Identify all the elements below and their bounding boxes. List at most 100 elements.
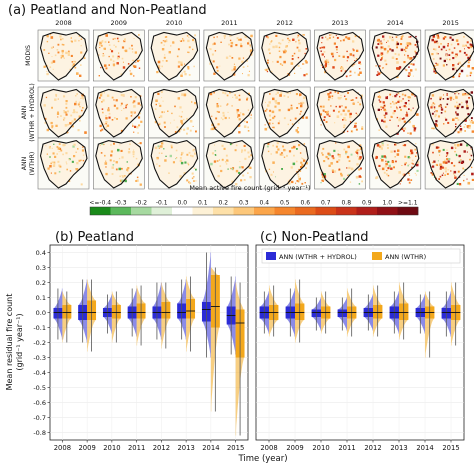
colorbar-tick-label: 1.0 [382, 200, 392, 207]
colorbar-segment [356, 207, 378, 215]
colorbar-segment [90, 207, 111, 215]
panel-b-x-ticks: 2008 2009 2010 2011 2012 2013 2014 2015 [54, 440, 244, 452]
panel-b-title: (b) Peatland [55, 230, 134, 245]
colorbar-segment [336, 207, 357, 215]
violin-wthr-hydrol-2014 [201, 252, 211, 358]
y-tick-label: 0.2 [36, 279, 46, 287]
svg-text:(grid⁻¹ year⁻¹): (grid⁻¹ year⁻¹) [15, 313, 24, 370]
panel-c-violins [259, 279, 461, 358]
map-ann-wthrhydrol-2010 [148, 86, 200, 139]
colorbar-segment [315, 207, 337, 215]
x-tick-label-2014: 2014 [202, 444, 219, 452]
svg-text:ANN: ANN [21, 105, 28, 119]
x-tick-label-2009: 2009 [78, 444, 95, 452]
panel-c-title: (c) Non-Peatland [260, 230, 369, 245]
violin-wthr-2010 [111, 291, 121, 343]
colorbar-segment [192, 207, 214, 215]
colorbar-tick-label: 0.1 [198, 200, 208, 207]
x-tick-label-2012: 2012 [153, 444, 170, 452]
violin-wthr-hydrol-2013 [389, 291, 399, 334]
x-tick-label-2012: 2012 [364, 444, 381, 452]
violin-wthr-2015 [235, 282, 245, 436]
panel-c-x-ticks: 2008 2009 2010 2011 2012 2013 2014 2015 [260, 440, 460, 452]
map-ann-wthr-2012 [258, 137, 311, 190]
colorbar-segment [295, 207, 316, 215]
colorbar-segment [131, 207, 152, 215]
svg-text:MODIS: MODIS [25, 45, 32, 66]
map-modis-2008 [37, 29, 90, 82]
x-tick-label-2009: 2009 [286, 444, 303, 452]
violin-wthr-2013 [399, 282, 409, 340]
violin-wthr-hydrol-2011 [127, 288, 137, 337]
map-ann-wthr-2009 [93, 137, 145, 190]
y-axis-label: Mean residual fire count (grid⁻¹ year⁻¹) [5, 294, 24, 391]
violin-wthr-2011 [347, 288, 357, 337]
year-label-2011: 2011 [221, 19, 238, 27]
y-tick-label: 0.4 [36, 249, 46, 257]
x-tick-label-2013: 2013 [177, 444, 194, 452]
panel-a-map-grid [37, 29, 474, 190]
y-tick-label: 0.3 [36, 264, 46, 272]
year-label-2009: 2009 [111, 19, 128, 27]
panel-c-gridlines [256, 245, 464, 440]
map-ann-wthrhydrol-2008 [37, 86, 90, 139]
x-tick-label-2013: 2013 [390, 444, 407, 452]
violin-wthr-hydrol-2012 [363, 294, 373, 331]
x-tick-label-2014: 2014 [416, 444, 433, 452]
panel-a-year-labels: 2008 2009 2010 2011 2012 2013 2014 2015 [55, 19, 459, 27]
violin-wthr-hydrol-2010 [102, 294, 112, 334]
y-tick-label: -0.1 [33, 324, 46, 332]
violin-wthr-hydrol-2015 [441, 291, 451, 337]
colorbar-segment [274, 207, 296, 215]
colorbar-tick-label: 0.6 [300, 200, 310, 207]
y-tick-label: 0.0 [36, 309, 46, 317]
row-label-0: MODIS [25, 45, 32, 66]
colorbar-tick-label: 0.7 [321, 200, 331, 207]
year-label-2010: 2010 [166, 19, 183, 27]
violin-wthr-2011 [136, 285, 146, 346]
violin-wthr-2010 [321, 291, 331, 334]
year-label-2012: 2012 [276, 19, 293, 27]
map-modis-2009 [93, 29, 145, 82]
panel-b-gridlines [50, 245, 248, 440]
y-tick-label: -0.8 [33, 429, 46, 437]
map-ann-wthrhydrol-2013 [314, 86, 366, 139]
map-ann-wthrhydrol-2014 [369, 86, 422, 139]
x-tick-label-2008: 2008 [260, 444, 277, 452]
y-tick-label: -0.2 [33, 339, 46, 347]
violin-wthr-hydrol-2010 [311, 297, 321, 331]
row-label-2: ANN (WTHR) [21, 152, 36, 176]
colorbar-tick-label: 0.5 [280, 200, 290, 207]
map-modis-2012 [258, 29, 311, 82]
svg-text:Mean residual fire count: Mean residual fire count [5, 294, 14, 391]
colorbar-segment [254, 207, 275, 215]
colorbar-segment [397, 207, 419, 215]
colorbar-tick-label: 0.9 [362, 200, 372, 207]
svg-text:ANN: ANN [21, 156, 28, 170]
colorbar-segment [151, 207, 173, 215]
row-label-1: ANN (WTHR + HYDROL) [21, 83, 36, 142]
map-modis-2015 [424, 29, 474, 82]
colorbar-tick-label: -0.3 [115, 200, 127, 207]
svg-text:(WTHR): (WTHR) [29, 152, 36, 176]
violin-wthr-hydrol-2014 [415, 294, 425, 334]
violin-wthr-hydrol-2012 [152, 282, 162, 340]
violin-wthr-hydrol-2011 [337, 297, 347, 331]
panel-a-title: (a) Peatland and Non-Peatland [8, 3, 207, 18]
legend-swatch-1 [372, 252, 382, 260]
map-ann-wthr-2008 [37, 137, 90, 190]
map-modis-2010 [148, 29, 200, 82]
y-tick-label: -0.5 [33, 384, 46, 392]
map-ann-wthr-2013 [314, 137, 366, 190]
violin-wthr-2008 [269, 285, 279, 337]
violin-wthr-2015 [451, 282, 461, 346]
map-ann-wthr-2011 [203, 137, 256, 190]
year-label-2008: 2008 [55, 19, 72, 27]
colorbar-tick-label: 0.8 [341, 200, 351, 207]
x-tick-label-2015: 2015 [227, 444, 244, 452]
map-ann-wthrhydrol-2009 [93, 86, 145, 139]
colorbar-segment [110, 207, 132, 215]
year-label-2015: 2015 [442, 19, 459, 27]
